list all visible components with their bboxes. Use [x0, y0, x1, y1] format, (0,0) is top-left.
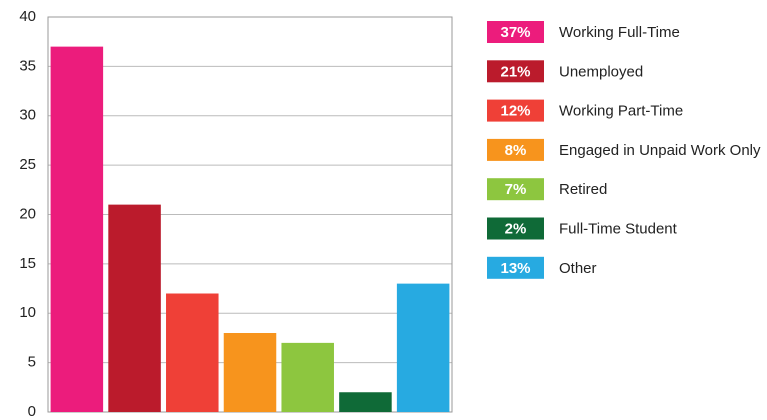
legend-swatch [487, 99, 544, 122]
legend-swatch [487, 256, 544, 279]
bar [50, 46, 104, 412]
bar [108, 204, 161, 412]
y-tick-label: 40 [19, 8, 36, 25]
legend-swatch [487, 138, 544, 161]
legend-label: Engaged in Unpaid Work Only [559, 142, 761, 159]
bar [281, 342, 334, 412]
legend-label: Retired [559, 181, 607, 198]
legend-value: 13% [500, 260, 530, 277]
bar [339, 392, 392, 412]
y-tick-label: 15 [19, 255, 36, 272]
legend-swatch [487, 178, 544, 201]
y-tick-label: 30 [19, 107, 36, 124]
legend-value: 21% [500, 63, 530, 80]
legend-value: 7% [505, 181, 527, 198]
legend-swatch [487, 217, 544, 240]
legend-label: Full-Time Student [559, 220, 678, 237]
legend-label: Other [559, 260, 597, 277]
y-tick-label: 20 [19, 205, 36, 222]
legend-label: Working Full-Time [559, 24, 680, 41]
bar [396, 283, 450, 412]
y-tick-label: 5 [28, 354, 36, 371]
y-tick-label: 10 [19, 304, 36, 321]
legend-value: 8% [505, 142, 527, 159]
bar [166, 293, 219, 412]
legend-value: 12% [500, 103, 530, 120]
legend-swatch [487, 21, 544, 43]
legend-label: Unemployed [559, 63, 643, 80]
legend-label: Working Part-Time [559, 103, 683, 120]
legend-value: 37% [500, 24, 530, 41]
y-tick-label: 0 [28, 403, 36, 420]
y-tick-label: 25 [19, 156, 36, 173]
legend-swatch [487, 60, 544, 83]
bar [223, 333, 277, 412]
legend-value: 2% [505, 220, 527, 237]
y-tick-label: 35 [19, 57, 36, 74]
